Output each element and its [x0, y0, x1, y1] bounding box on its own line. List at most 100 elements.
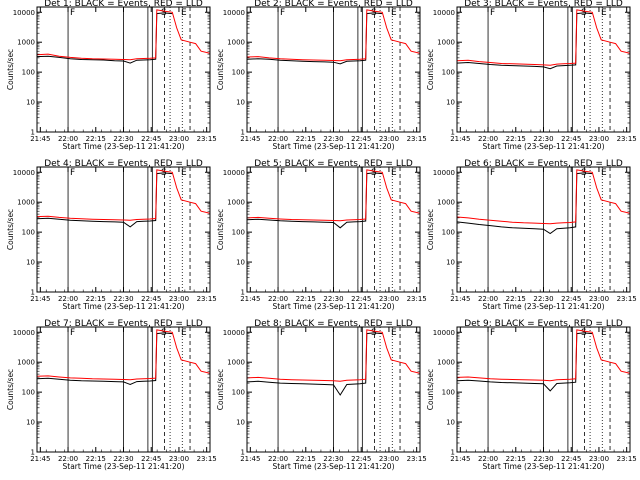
- x-tick-label: 22:15: [86, 455, 106, 463]
- x-tick-label: 22:15: [296, 135, 316, 143]
- marker-label: E: [601, 328, 607, 338]
- x-tick-label: 23:00: [379, 295, 399, 303]
- y-axis-label: Counts/sec: [6, 209, 15, 250]
- y-tick-label: 1: [31, 129, 35, 137]
- lld-series: [247, 169, 420, 222]
- y-tick-label: 10000: [223, 9, 245, 17]
- y-tick-label: 100: [22, 389, 35, 397]
- marker-label: E: [391, 8, 397, 18]
- x-tick-label: 22:45: [141, 295, 161, 303]
- y-axis-label: Counts/sec: [426, 369, 435, 410]
- x-tick-label: 22:15: [296, 295, 316, 303]
- x-tick-label: 23:00: [589, 135, 609, 143]
- x-tick-label: 22:45: [351, 135, 371, 143]
- y-tick-label: 1: [31, 289, 35, 297]
- y-tick-label: 1: [31, 449, 35, 457]
- marker-label: E: [391, 328, 397, 338]
- y-tick-label: 1: [241, 129, 245, 137]
- x-tick-label: 22:15: [506, 295, 526, 303]
- lld-series: [37, 329, 210, 381]
- x-tick-label: 22:30: [323, 135, 343, 143]
- y-tick-label: 1000: [17, 199, 35, 207]
- marker-label: E: [601, 8, 607, 18]
- x-tick-label: 22:45: [351, 455, 371, 463]
- x-tick-label: 22:45: [351, 295, 371, 303]
- lld-series: [247, 9, 420, 62]
- y-tick-label: 100: [232, 229, 245, 237]
- x-tick-label: 21:45: [30, 295, 50, 303]
- x-tick-label: 22:45: [141, 455, 161, 463]
- x-tick-label: 21:45: [450, 295, 470, 303]
- y-tick-label: 10000: [13, 329, 35, 337]
- x-axis-label: Start Time (23-Sep-11 21:41:20): [483, 302, 605, 311]
- y-tick-label: 10000: [433, 169, 455, 177]
- x-tick-label: 23:15: [197, 455, 217, 463]
- marker-label: F: [70, 328, 75, 338]
- marker-label: F: [70, 168, 75, 178]
- y-tick-label: 1000: [437, 199, 455, 207]
- panel-title: Det 4: BLACK = Events, RED = LLD: [44, 159, 203, 169]
- y-tick-label: 10: [236, 259, 245, 267]
- x-tick-label: 23:15: [617, 455, 637, 463]
- lld-series: [457, 329, 630, 382]
- lld-series: [247, 329, 420, 382]
- y-tick-label: 10: [26, 259, 35, 267]
- y-axis-label: Counts/sec: [216, 369, 225, 410]
- x-tick-label: 21:45: [240, 455, 260, 463]
- y-tick-label: 10: [26, 419, 35, 427]
- marker-label: E: [391, 168, 397, 178]
- y-tick-label: 100: [442, 69, 455, 77]
- x-tick-label: 22:45: [561, 455, 581, 463]
- marker-label: F: [280, 328, 285, 338]
- x-tick-label: 22:45: [561, 135, 581, 143]
- y-tick-label: 100: [22, 229, 35, 237]
- y-axis-label: Counts/sec: [426, 49, 435, 90]
- lld-series: [457, 169, 630, 225]
- y-tick-label: 10000: [223, 169, 245, 177]
- x-axis-label: Start Time (23-Sep-11 21:41:20): [63, 142, 185, 151]
- y-tick-label: 10000: [13, 169, 35, 177]
- y-tick-label: 1000: [227, 39, 245, 47]
- y-tick-label: 100: [232, 69, 245, 77]
- y-tick-label: 10000: [433, 9, 455, 17]
- lld-series: [457, 9, 630, 66]
- marker-label: F: [490, 8, 495, 18]
- x-tick-label: 22:30: [323, 295, 343, 303]
- y-tick-label: 1: [451, 129, 455, 137]
- y-tick-label: 100: [22, 69, 35, 77]
- y-tick-label: 10: [26, 99, 35, 107]
- x-axis-label: Start Time (23-Sep-11 21:41:20): [63, 462, 185, 471]
- marker-label: F: [490, 328, 495, 338]
- y-tick-label: 10: [236, 419, 245, 427]
- marker-label: F: [490, 168, 495, 178]
- marker-label: E: [181, 8, 187, 18]
- x-tick-label: 23:00: [169, 295, 189, 303]
- marker-label: F: [280, 8, 285, 18]
- y-axis-label: Counts/sec: [216, 49, 225, 90]
- x-tick-label: 23:15: [407, 135, 427, 143]
- x-tick-label: 23:00: [169, 135, 189, 143]
- x-axis-label: Start Time (23-Sep-11 21:41:20): [273, 142, 395, 151]
- x-tick-label: 22:30: [113, 135, 133, 143]
- y-tick-label: 10000: [223, 329, 245, 337]
- y-tick-label: 1000: [437, 39, 455, 47]
- marker-label: E: [601, 168, 607, 178]
- y-tick-label: 1: [451, 289, 455, 297]
- y-tick-label: 1: [451, 449, 455, 457]
- y-axis-label: Counts/sec: [426, 209, 435, 250]
- x-tick-label: 21:45: [240, 295, 260, 303]
- x-tick-label: 22:00: [268, 295, 288, 303]
- x-tick-label: 23:00: [169, 455, 189, 463]
- x-axis-label: Start Time (23-Sep-11 21:41:20): [483, 142, 605, 151]
- x-tick-label: 21:45: [450, 455, 470, 463]
- panel-title: Det 1: BLACK = Events, RED = LLD: [44, 0, 203, 9]
- x-axis-label: Start Time (23-Sep-11 21:41:20): [273, 462, 395, 471]
